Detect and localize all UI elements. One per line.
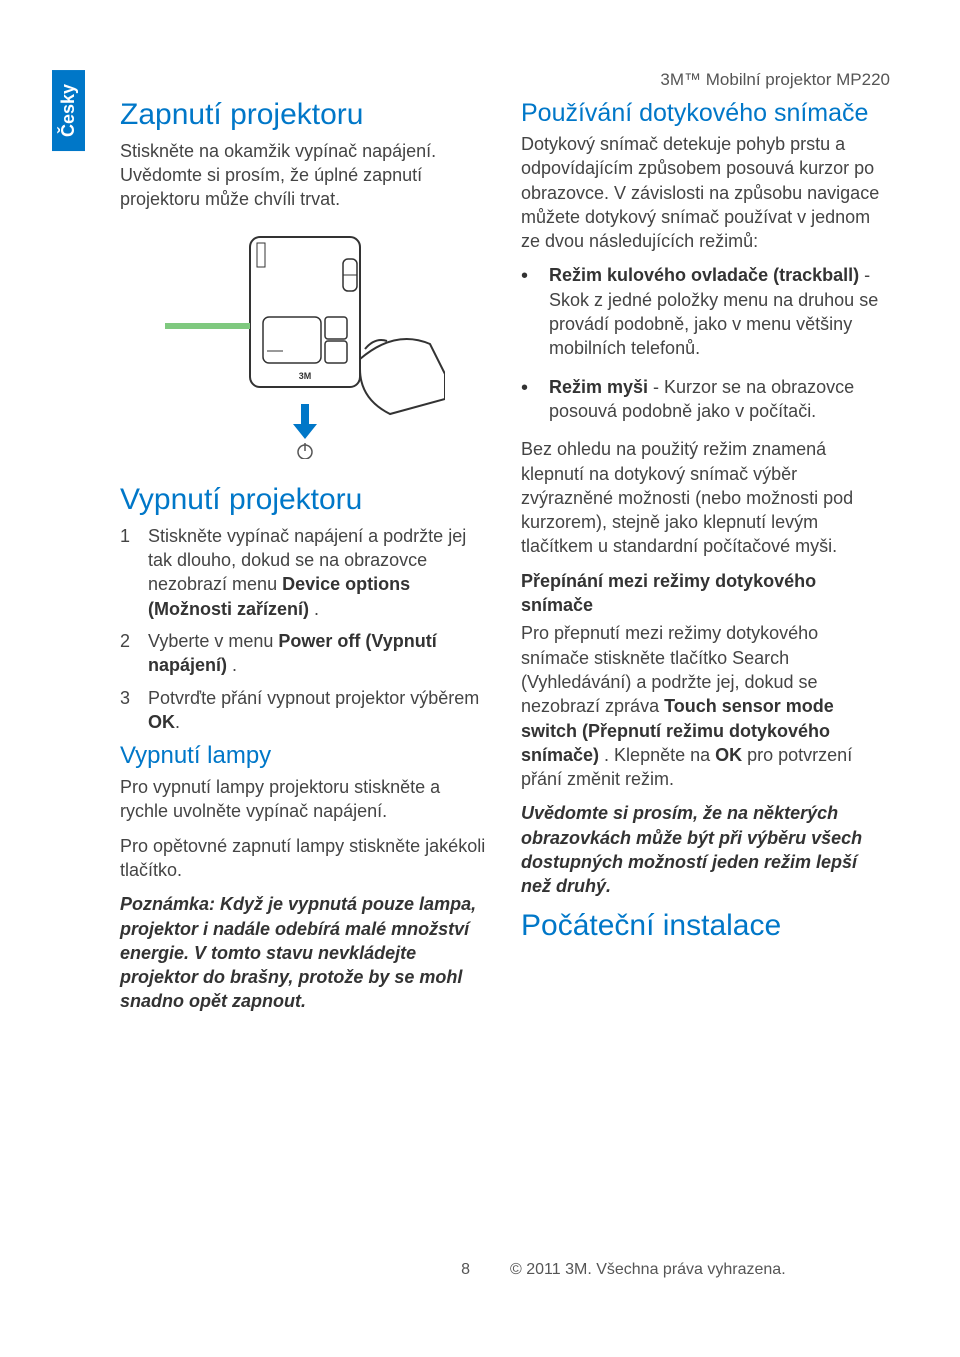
page-number: 8 (120, 1261, 510, 1279)
right-column: Používání dotykového snímače Dotykový sn… (521, 98, 890, 1024)
product-header: 3M™ Mobilní projektor MP220 (660, 70, 890, 90)
heading-touch: Používání dotykového snímače (521, 98, 890, 128)
touch-p2: Bez ohledu na použitý režim znamená klep… (521, 437, 890, 558)
step-1: 1Stiskněte vypínač napájení a podržte je… (120, 524, 489, 621)
heading-power-off: Vypnutí projektoru (120, 483, 489, 518)
svg-text:3M: 3M (298, 371, 311, 381)
left-column: Zapnutí projektoru Stiskněte na okamžik … (120, 98, 489, 1024)
power-off-steps: 1Stiskněte vypínač napájení a podržte je… (120, 524, 489, 734)
step-3: 3Potvrďte přání vypnout projektor výběre… (120, 686, 489, 735)
switch-text: Pro přepnutí mezi režimy dotykového sním… (521, 621, 890, 791)
page-content: 3M™ Mobilní projektor MP220 Zapnutí proj… (120, 70, 890, 1024)
power-on-text: Stiskněte na okamžik vypínač napájení. U… (120, 139, 489, 212)
touch-p1: Dotykový snímač detekuje pohyb prstu a o… (521, 132, 890, 253)
language-tab: Česky (52, 70, 85, 151)
heading-lamp-off: Vypnutí lampy (120, 742, 489, 771)
heading-switch: Přepínání mezi režimy dotykového snímače (521, 569, 890, 618)
lamp-p1: Pro vypnutí lampy projektoru stiskněte a… (120, 775, 489, 824)
page-footer: 8 © 2011 3M. Všechna práva vyhrazena. (120, 1261, 890, 1279)
switch-note: Uvědomte si prosím, že na některých obra… (521, 801, 890, 898)
touch-modes-list: Režim kulového ovladače (trackball) - Sk… (521, 263, 890, 423)
copyright: © 2011 3M. Všechna práva vyhrazena. (510, 1261, 786, 1279)
step-2: 2Vyberte v menu Power off (Vypnutí napáj… (120, 629, 489, 678)
lamp-p2: Pro opětovné zapnutí lampy stiskněte jak… (120, 834, 489, 883)
bullet-trackball: Režim kulového ovladače (trackball) - Sk… (521, 263, 890, 360)
heading-initial-install: Počáteční instalace (521, 909, 890, 944)
bullet-mouse: Režim myši - Kurzor se na obrazovce poso… (521, 375, 890, 424)
heading-power-on: Zapnutí projektoru (120, 98, 489, 133)
lamp-note: Poznámka: Když je vypnutá pouze lampa, p… (120, 892, 489, 1013)
projector-illustration: 3M (165, 229, 445, 459)
